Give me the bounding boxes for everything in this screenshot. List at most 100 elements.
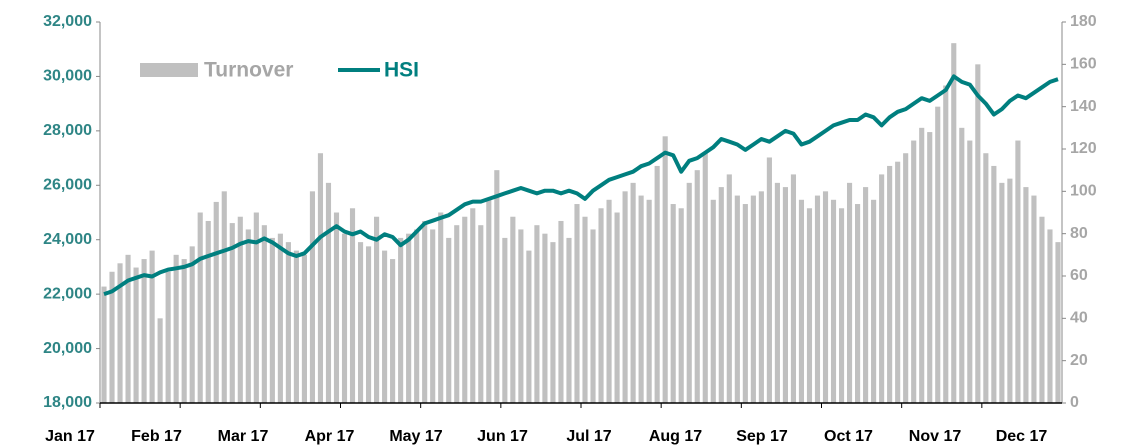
turnover-bar [486, 199, 492, 403]
turnover-bar [758, 191, 764, 403]
turnover-bar [558, 220, 564, 403]
y2-tick-label: 120 [1070, 140, 1097, 157]
turnover-bar [927, 132, 933, 404]
turnover-bar [574, 204, 580, 403]
turnover-bar [991, 165, 997, 403]
turnover-bar [790, 174, 797, 403]
turnover-bar [678, 208, 684, 403]
turnover-bar [806, 208, 813, 403]
turnover-bar [887, 165, 893, 403]
turnover-bar [117, 263, 123, 403]
turnover-bar [566, 237, 572, 403]
turnover-bar [213, 201, 219, 403]
turnover-bar [590, 229, 596, 403]
turnover-bar [293, 250, 299, 403]
turnover-bar [141, 259, 147, 403]
x-tick-label: Mar 17 [218, 428, 269, 445]
turnover-bar [774, 182, 780, 403]
turnover-bar [766, 157, 772, 403]
turnover-bar [454, 225, 460, 403]
turnover-bar [277, 233, 283, 403]
y-tick-label: 28,000 [43, 122, 92, 139]
turnover-bar [822, 191, 829, 403]
turnover-bar [814, 195, 821, 403]
turnover-bar [165, 271, 171, 403]
turnover-bar [518, 229, 524, 403]
turnover-bar [406, 233, 412, 403]
turnover-bar [863, 187, 869, 403]
turnover-bar [430, 229, 436, 403]
turnover-bar [646, 199, 652, 403]
turnover-bar [365, 246, 372, 403]
turnover-bar [189, 246, 195, 403]
y-tick-label: 30,000 [43, 68, 92, 85]
turnover-bar [1023, 187, 1029, 403]
turnover-bar [197, 212, 203, 403]
legend-label: HSI [384, 59, 419, 82]
turnover-bar [606, 199, 612, 403]
turnover-bar [149, 250, 155, 403]
turnover-bar [742, 204, 748, 403]
turnover-bar [694, 170, 700, 403]
turnover-bar [285, 242, 291, 403]
turnover-bar [341, 233, 348, 403]
turnover-bar [710, 199, 716, 403]
y2-tick-label: 180 [1070, 13, 1097, 30]
turnover-bar [502, 237, 508, 403]
turnover-bar [622, 191, 628, 403]
y2-tick-label: 0 [1070, 394, 1079, 411]
turnover-bar [526, 250, 532, 403]
turnover-bar [1031, 195, 1037, 403]
turnover-bar [750, 195, 756, 403]
turnover-bar [951, 43, 957, 404]
turnover-bar [1015, 140, 1021, 404]
turnover-bar [1007, 178, 1013, 403]
turnover-bar [598, 208, 604, 403]
turnover-bar [357, 242, 364, 403]
turnover-bar [702, 153, 708, 403]
turnover-bar [879, 174, 885, 403]
turnover-bar [638, 195, 644, 403]
turnover-bar [550, 242, 556, 403]
turnover-bar [478, 225, 484, 403]
turnover-bar [349, 208, 356, 403]
turnover-bar [398, 237, 404, 403]
turnover-bar [542, 233, 548, 403]
turnover-bar [333, 212, 340, 403]
turnover-bar [422, 220, 428, 403]
y2-tick-label: 100 [1070, 183, 1097, 200]
turnover-bar [462, 216, 468, 403]
turnover-bar [269, 237, 275, 403]
y-tick-label: 18,000 [43, 394, 92, 411]
x-tick-label: Apr 17 [305, 428, 355, 445]
turnover-bar [181, 259, 187, 403]
turnover-bar [446, 237, 452, 403]
turnover-bar [382, 250, 388, 403]
turnover-bar [983, 153, 989, 403]
turnover-bar [534, 225, 540, 403]
turnover-bar [253, 212, 259, 403]
turnover-bar [237, 216, 243, 403]
turnover-bar [205, 220, 211, 403]
hsi-line [103, 74, 1059, 296]
turnover-bar [109, 271, 115, 403]
turnover-bar [582, 216, 588, 403]
turnover-bar [830, 199, 837, 403]
x-tick-label: Oct 17 [824, 428, 873, 445]
x-tick-label: Aug 17 [649, 428, 702, 445]
turnover-bar [935, 106, 941, 404]
turnover-bar [662, 136, 668, 404]
y-tick-label: 26,000 [43, 177, 92, 194]
turnover-bar [173, 254, 179, 403]
y2-tick-label: 60 [1070, 267, 1088, 284]
turnover-bar [871, 199, 877, 403]
turnover-bar [734, 195, 740, 403]
y2-tick-label: 40 [1070, 310, 1088, 327]
turnover-bar [903, 153, 909, 403]
turnover-bar [686, 182, 692, 403]
turnover-bar [301, 254, 307, 403]
y-tick-label: 20,000 [43, 340, 92, 357]
x-tick-label: Feb 17 [131, 428, 182, 445]
turnover-bar [470, 208, 476, 403]
